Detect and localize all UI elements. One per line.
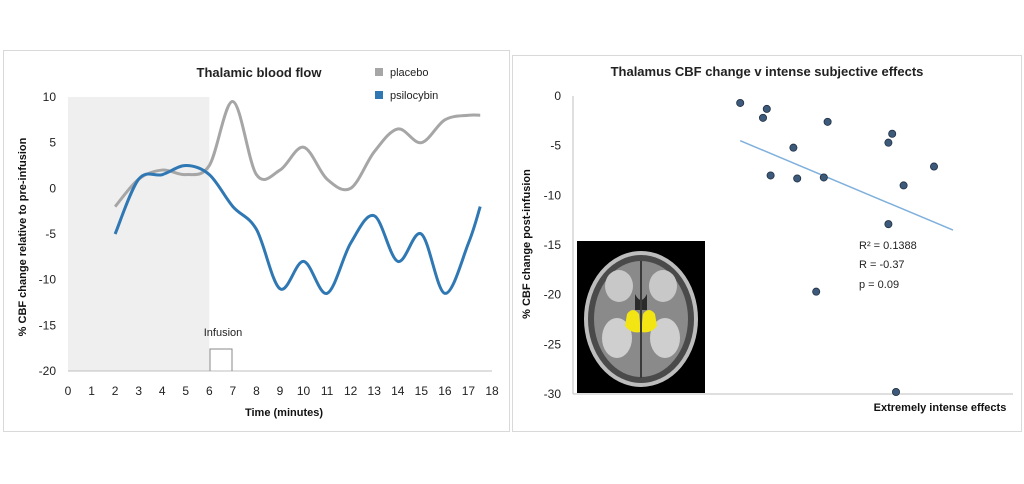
scatter-point — [891, 388, 900, 397]
scatter-point — [766, 171, 775, 180]
trendline — [739, 140, 954, 231]
r-squared-text: R² = 0.1388 — [859, 240, 917, 252]
y-axis-label: % CBF change post-infusion — [521, 169, 533, 319]
x-tick-label: 11 — [321, 384, 334, 398]
x-tick-label: 12 — [344, 384, 358, 398]
white-matter-left-posterior — [602, 318, 632, 358]
x-axis-label: Time (minutes) — [245, 407, 323, 419]
x-tick-label: 2 — [112, 384, 119, 398]
y-tick-label: -5 — [550, 139, 561, 153]
series-line-placebo — [113, 100, 481, 208]
x-tick-label: 6 — [206, 384, 213, 398]
y-tick-label: 0 — [49, 181, 56, 195]
infusion-annotation: Infusion — [204, 327, 243, 371]
x-tick-label: 4 — [159, 384, 166, 398]
y-tick-label: 0 — [554, 89, 561, 103]
legend-label-psilocybin: psilocybin — [390, 90, 438, 102]
thalamic-blood-flow-chart: 0 1 2 3 4 5 6 7 8 9 10 11 12 13 14 15 16 17 18 10 5 0 -5 -10 -15… — [3, 50, 510, 432]
x-tick-label: 1 — [88, 384, 95, 398]
regression-stats: R² = 0.1388 R = -0.37 p = 0.09 — [859, 240, 917, 291]
line-chart-svg: 0 1 2 3 4 5 6 7 8 9 10 11 12 13 14 15 16 17 181050-5-10-15… — [17, 65, 499, 419]
infusion-bracket — [209, 348, 233, 371]
brain-mri-inset — [577, 241, 705, 393]
p-value-text: p = 0.09 — [859, 279, 899, 291]
y-tick-label: -30 — [544, 387, 562, 401]
legend-label-placebo: placebo — [390, 67, 429, 79]
scatter-point — [884, 220, 893, 229]
y-tick-label: -20 — [544, 288, 562, 302]
scatter-point — [762, 104, 771, 113]
x-tick-label: 8 — [253, 384, 260, 398]
scatter-point — [823, 117, 832, 126]
scatter-point — [793, 174, 802, 183]
white-matter-right-posterior — [650, 318, 680, 358]
legend: placebo psilocybin — [375, 67, 438, 102]
y-tick-label: -10 — [39, 273, 57, 287]
y-tick-label: -15 — [39, 318, 57, 332]
y-tick-label: 5 — [49, 136, 56, 150]
legend-swatch-psilocybin — [375, 91, 383, 99]
scatter-point — [758, 113, 767, 122]
scatter-point — [899, 181, 908, 190]
scatter-point — [736, 98, 745, 107]
x-tick-label: 7 — [230, 384, 237, 398]
y-tick-label: -15 — [544, 238, 562, 252]
y-tick-label: -20 — [39, 364, 57, 378]
thalamus-right-highlight — [641, 310, 657, 333]
x-tick-label: 10 — [297, 384, 311, 398]
scatter-point — [884, 138, 893, 147]
x-tick-label: 0 — [65, 384, 72, 398]
white-matter-right — [649, 270, 677, 302]
r-value-text: R = -0.37 — [859, 259, 905, 271]
y-tick-label: -10 — [544, 188, 562, 202]
chart-title: Thalamic blood flow — [197, 65, 323, 80]
pre-infusion-shaded-region — [68, 97, 210, 371]
x-tick-label: 13 — [368, 384, 382, 398]
scatter-point — [929, 162, 938, 171]
scatter-point — [819, 173, 828, 182]
scatter-chart-svg: 0 -5 -10 -15 -20 -25 -30 Thalamus CBF change v… — [521, 64, 1013, 414]
chart-title: Thalamus CBF change v intense subjective… — [611, 64, 924, 79]
y-tick-label: -5 — [45, 227, 56, 241]
scatter-point — [812, 287, 821, 296]
legend-swatch-placebo — [375, 68, 383, 76]
thalamus-left-highlight — [625, 310, 641, 333]
x-tick-label: 9 — [277, 384, 284, 398]
y-tick-label: 10 — [43, 90, 57, 104]
scatter-point — [888, 129, 897, 138]
y-axis-label: % CBF change relative to pre-infusion — [17, 137, 29, 336]
x-tick-label: 5 — [182, 384, 189, 398]
white-matter-left — [605, 270, 633, 302]
x-tick-label: 16 — [438, 384, 452, 398]
x-tick-label: 17 — [462, 384, 476, 398]
series-line-psilocybin — [113, 164, 482, 295]
x-axis-label: Extremely intense effects — [874, 402, 1007, 414]
x-tick-label: 3 — [135, 384, 142, 398]
x-tick-label: 15 — [415, 384, 429, 398]
x-tick-label: 18 — [485, 384, 499, 398]
infusion-label: Infusion — [204, 327, 243, 339]
x-tick-label: 14 — [391, 384, 405, 398]
thalamus-cbf-scatter-chart: 0 -5 -10 -15 -20 -25 -30 Thalamus CBF change v… — [512, 55, 1022, 432]
y-tick-label: -25 — [544, 337, 562, 351]
scatter-point — [789, 143, 798, 152]
